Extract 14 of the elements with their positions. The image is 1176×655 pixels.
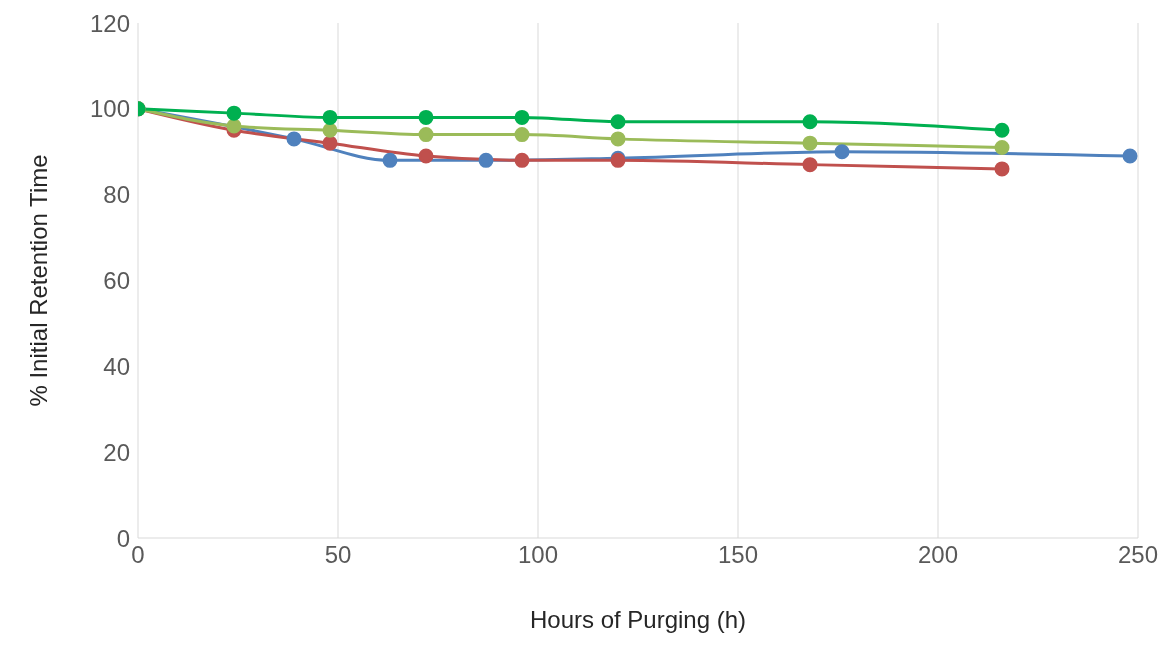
- y-tick-label: 100: [89, 95, 130, 123]
- y-tick-label: 80: [103, 181, 130, 209]
- y-axis-title: % Initial Retention Time: [24, 154, 52, 407]
- x-axis-title: Hours of Purging (h): [529, 606, 747, 633]
- y-tick-label: 20: [103, 438, 130, 466]
- x-tick-label: 50: [324, 541, 352, 569]
- x-tick-label: 100: [517, 541, 559, 569]
- x-tick-label: 250: [1117, 541, 1159, 569]
- x-tick-label: 150: [717, 541, 759, 569]
- y-tick-label: 0: [116, 524, 130, 552]
- y-tick-label: 60: [103, 267, 130, 295]
- y-tick-label: 120: [89, 9, 130, 37]
- y-tick-label: 40: [103, 352, 130, 380]
- x-tick-label: 200: [917, 541, 959, 569]
